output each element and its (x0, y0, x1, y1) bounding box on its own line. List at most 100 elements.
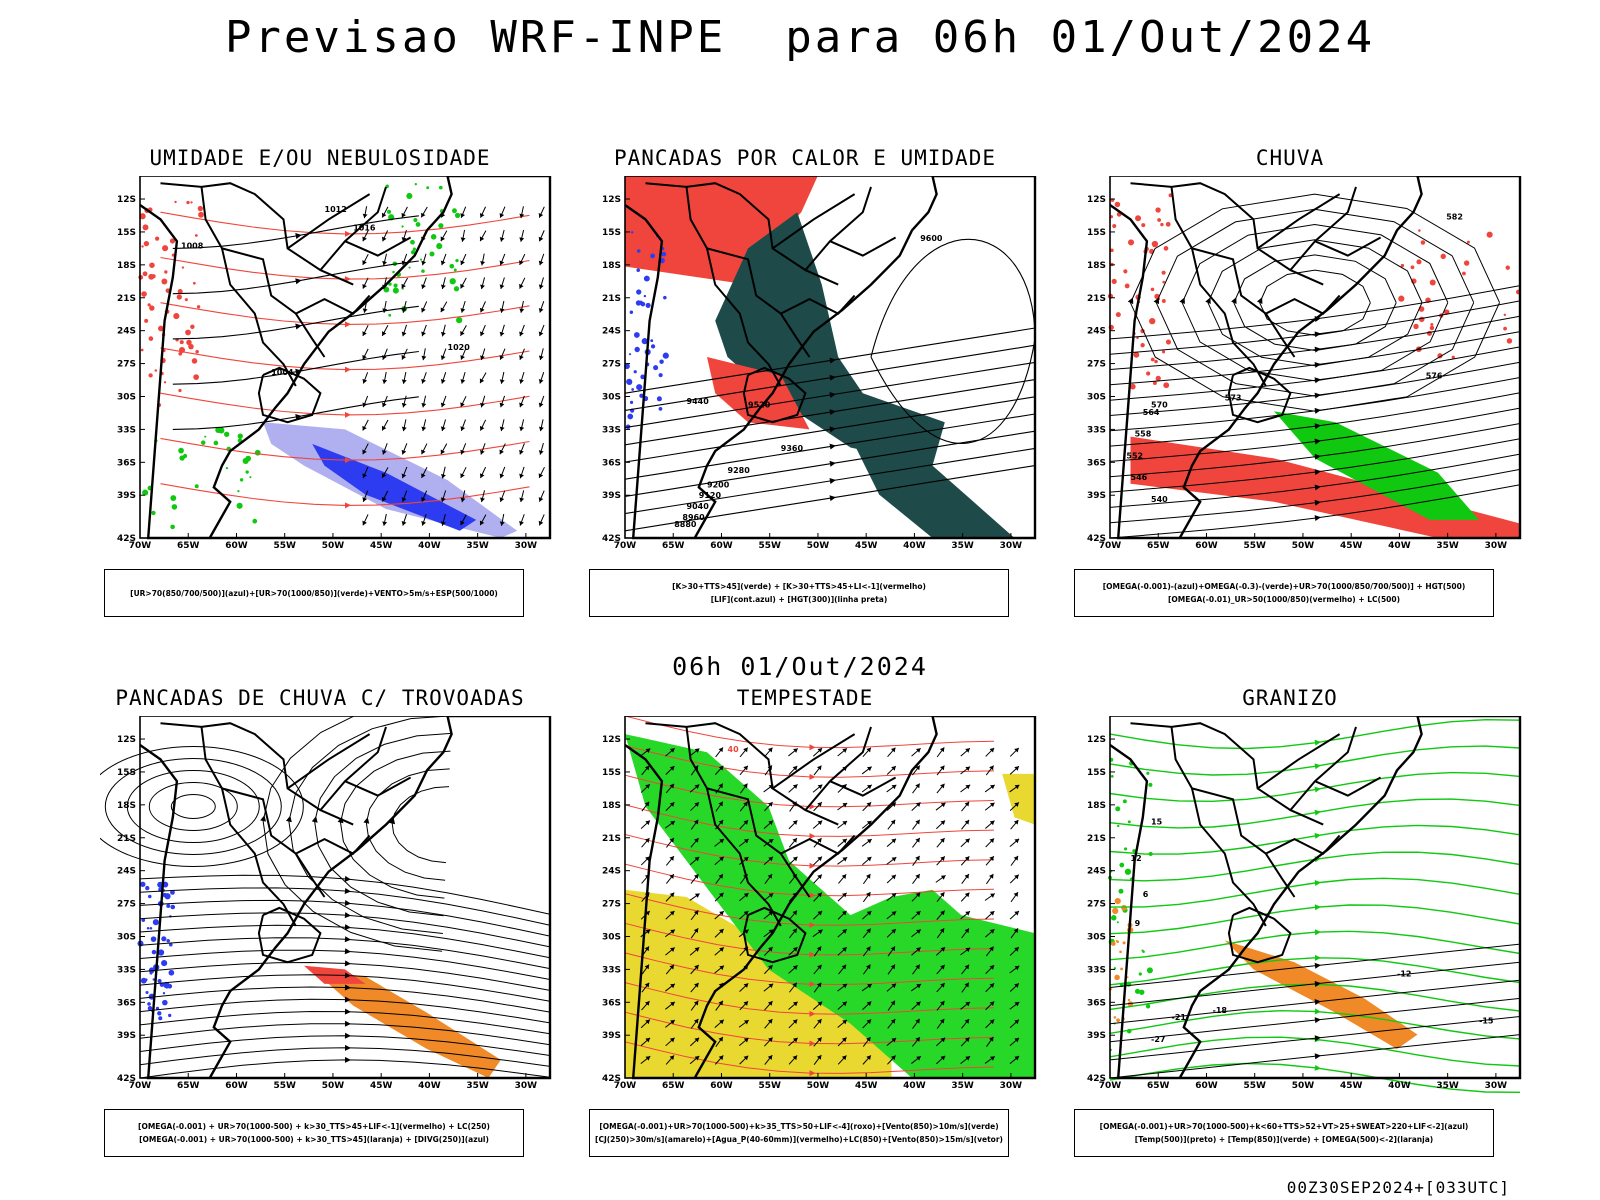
vector-head (362, 402, 368, 408)
lon-label: 40W (418, 1081, 441, 1091)
vector-head (965, 911, 970, 916)
vector-head (841, 874, 847, 879)
humidity-speckle (452, 208, 457, 214)
vector-head (916, 1056, 921, 1061)
country-border (221, 788, 297, 927)
vector-head (479, 212, 485, 218)
vector-head (499, 213, 505, 218)
wind-vector (519, 277, 526, 289)
wind-vector (788, 928, 798, 939)
wind-vector (665, 983, 676, 992)
lon-label: 70W (129, 541, 152, 551)
vector-head (743, 839, 749, 844)
streamline (139, 1023, 551, 1046)
rain-speckle (1135, 215, 1142, 222)
wind-vector (861, 784, 873, 793)
vector-head (519, 497, 525, 503)
lon-label: 55W (758, 1081, 781, 1091)
vector-head (744, 1020, 749, 1025)
wind-vector (960, 892, 970, 902)
humidity-speckle (142, 224, 149, 231)
vector-head (362, 520, 367, 526)
streamline-arrow (344, 1056, 351, 1063)
country-border (1170, 186, 1296, 358)
streamline-arrow (809, 981, 816, 988)
contour-label: 9520 (748, 401, 771, 410)
wind-vector (837, 838, 848, 847)
vector-head (1014, 1001, 1020, 1007)
vector-head (792, 1037, 798, 1043)
lon-label: 35W (951, 541, 974, 551)
wind-vector (362, 514, 369, 526)
streamline-arrow (1314, 1053, 1321, 1060)
wind-vector (460, 300, 466, 313)
omega-speckle (1114, 897, 1121, 905)
wind-vector (519, 514, 525, 526)
humidity-speckle (178, 447, 184, 454)
vector-head (460, 331, 465, 336)
vector-head (719, 838, 725, 844)
wind-vector (960, 947, 971, 956)
wind-vector (381, 419, 389, 431)
streamline-arrow (809, 773, 816, 780)
rain-speckle (1506, 338, 1513, 344)
humidity-speckle (453, 286, 460, 292)
vector-head (538, 236, 544, 242)
vector-head (669, 1055, 675, 1061)
humidity-speckle (184, 298, 188, 302)
temp-speckle (1124, 868, 1132, 875)
vector-head (499, 308, 505, 313)
streamline-arrow (1314, 809, 1321, 816)
lon-label: 45W (1340, 541, 1363, 551)
wind-vector (440, 253, 447, 266)
wind-vector (1009, 946, 1020, 956)
wind-vector (861, 766, 872, 775)
wind-vector (362, 419, 369, 431)
divergence-speckle (170, 889, 175, 895)
vector-head (718, 874, 723, 879)
vector-head (1014, 983, 1019, 988)
wind-vector (837, 928, 848, 938)
wind-vector (887, 747, 896, 758)
wind-vector (362, 490, 369, 502)
streamline-arrow (1314, 832, 1321, 839)
wind-vector (401, 300, 407, 313)
streamline (139, 1047, 551, 1067)
vector-head (816, 1055, 822, 1060)
height-contour (624, 413, 1036, 480)
lifted-index-speckle (661, 251, 667, 257)
legend-line: [OMEGA(-0.001) + UR>70(1000-500) + k>30_… (139, 1135, 489, 1144)
wind-vector (519, 206, 525, 219)
wind-vector (362, 466, 369, 479)
panel-umidade: UMIDADE E/OU NEBULOSIDADE 1008 1012 1016 10… (40, 138, 600, 638)
streamline-arrow (1314, 1008, 1321, 1015)
wind-vector (886, 874, 897, 884)
vector-head (792, 910, 797, 916)
lon-label: 35W (951, 1081, 974, 1091)
lifted-index-speckle (659, 359, 664, 364)
humidity-speckle (401, 225, 404, 228)
vector-head (743, 911, 749, 916)
vector-head (792, 838, 797, 843)
streamline (139, 986, 551, 1013)
rain-speckle (1420, 240, 1426, 245)
humidity-speckle (163, 381, 167, 384)
divergence-speckle (147, 1006, 153, 1011)
vector-head (768, 929, 774, 934)
vector-head (767, 1019, 773, 1024)
rain-speckle (1140, 342, 1145, 348)
vector-head (841, 910, 847, 916)
humidity-speckle (176, 294, 182, 300)
vector-head (499, 521, 505, 526)
wind-vector (401, 443, 408, 455)
thickness-contour (160, 392, 530, 416)
wind-vector (640, 929, 651, 938)
humidity-speckle (190, 201, 193, 204)
vector-head (440, 521, 446, 526)
wind-vector (960, 1055, 971, 1064)
rain-speckle (1149, 317, 1156, 325)
humidity-speckle (438, 223, 444, 229)
wind-vector (715, 801, 724, 812)
lat-label: 36S (117, 458, 136, 468)
wind-vector (837, 892, 847, 902)
